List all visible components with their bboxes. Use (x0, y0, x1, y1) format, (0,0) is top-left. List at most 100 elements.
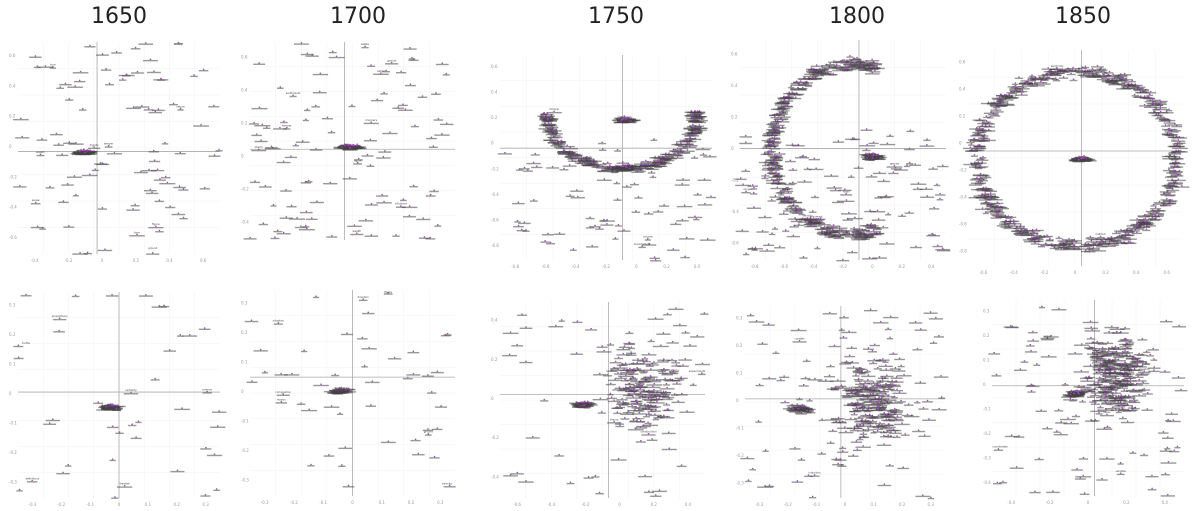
data-point (166, 181, 169, 184)
y-tick-label: 0.2 (9, 332, 16, 337)
point-label-mark (1111, 79, 1118, 81)
x-tick-label: 0.6 (1164, 270, 1171, 275)
point-label-mark (747, 248, 763, 250)
point-label-mark (839, 60, 849, 62)
point-label-mark (1139, 105, 1151, 107)
point-label-mark (159, 182, 176, 185)
data-point (328, 453, 330, 456)
data-point (684, 138, 687, 140)
point-label-mark (309, 149, 323, 151)
point-label-mark (979, 157, 987, 159)
point-label-mark (791, 209, 807, 211)
data-point (370, 202, 373, 205)
point-label-mark (692, 121, 707, 124)
point-label-mark (642, 244, 657, 246)
data-point (661, 159, 663, 161)
point-label-mark (584, 162, 599, 164)
point-label-mark (1167, 176, 1177, 178)
data-point (744, 169, 747, 171)
data-point (665, 156, 667, 159)
point-label-mark (904, 212, 914, 214)
data-point (412, 372, 415, 375)
point-label-mark (844, 61, 860, 63)
data-point (830, 174, 833, 176)
point-label-mark (823, 67, 836, 70)
data-point (1176, 141, 1179, 144)
point-label-mark (1008, 92, 1018, 94)
data-point (86, 251, 89, 254)
data-point (204, 493, 207, 496)
data-point (346, 387, 348, 389)
point-label-mark (646, 168, 655, 170)
point-label-mark (1126, 225, 1142, 227)
point-label-mark (1057, 240, 1068, 242)
data-point (1170, 165, 1172, 168)
data-point (55, 132, 58, 135)
point-label-mark (803, 219, 816, 221)
point-label-mark (773, 153, 786, 155)
point-label-mark (1132, 86, 1146, 88)
point-label-mark (631, 171, 644, 173)
data-point (132, 106, 135, 108)
point-label-mark (818, 231, 826, 233)
point-label-mark (13, 357, 24, 360)
point-label-mark (1149, 219, 1160, 221)
y-tick-label: 0.3 (241, 301, 248, 306)
point-label-mark (559, 145, 575, 148)
data-point (984, 124, 987, 126)
x-tick-label: -0.6 (780, 264, 788, 269)
y-tick-label: 0.6 (959, 60, 966, 65)
data-point (1075, 241, 1077, 243)
data-point (989, 202, 992, 205)
data-point (1061, 238, 1064, 241)
data-point (693, 156, 696, 158)
point-label-mark (431, 93, 441, 95)
data-point (843, 60, 846, 63)
point-label-mark (613, 121, 628, 124)
point-label-mark (401, 206, 418, 209)
data-point (893, 164, 896, 167)
point-label-mark (72, 72, 89, 74)
point-label-mark (987, 199, 1003, 201)
data-point (1113, 241, 1115, 244)
point-label-mark (112, 409, 121, 411)
point-label-mark (866, 227, 881, 230)
point-label-mark (638, 246, 646, 249)
data-point (801, 86, 804, 89)
data-point (775, 171, 777, 173)
data-point (436, 427, 439, 429)
data-point (775, 178, 778, 181)
point-label-mark (676, 205, 693, 208)
data-point (554, 140, 557, 143)
point-label-mark (822, 231, 838, 233)
point-label-mark (874, 158, 886, 160)
point-label-mark (992, 215, 1001, 217)
point-label: oxygen (743, 188, 753, 191)
point-label-mark (258, 223, 269, 226)
data-point (545, 126, 547, 129)
data-point (838, 226, 841, 228)
data-point (646, 163, 648, 166)
point-label-mark (866, 70, 873, 72)
point-label-mark (1101, 80, 1118, 83)
data-point (989, 194, 992, 197)
point-label-mark (118, 74, 135, 77)
data-point (791, 143, 794, 145)
panel-1700-bottom: -0.3 -0.2 -0.1 0 0.1 0.2 0.3 0.3 0.2 0.1 0 -0.1 -0.2… (240, 280, 465, 506)
point-label-mark (367, 65, 376, 68)
point-label: manners (366, 119, 378, 122)
point-label-mark (982, 121, 991, 123)
data-point (1174, 164, 1176, 166)
point-label-mark (750, 193, 758, 195)
panel-1750-top: -0.8 -0.6 -0.4 -0.2 0 0.2 0.4 0.6 0.4 0.2 0 -0.2 -0.… (490, 45, 722, 270)
point-label-mark (199, 188, 210, 190)
data-point (821, 67, 824, 69)
point-label-mark (1175, 158, 1184, 160)
data-point (262, 222, 265, 225)
point-label-mark (1109, 77, 1120, 80)
point-label-mark (1019, 234, 1033, 237)
y-tick-label: -0.4 (959, 195, 967, 200)
data-point (550, 132, 553, 135)
point-label-mark (995, 104, 1008, 107)
point-label-mark (976, 188, 991, 190)
